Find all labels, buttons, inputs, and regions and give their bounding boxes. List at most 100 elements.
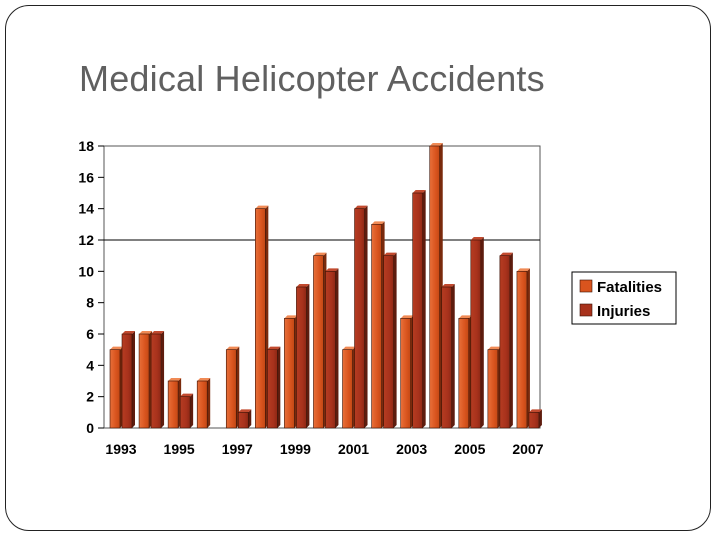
- bar-side: [277, 346, 281, 428]
- slide-title: Medical Helicopter Accidents: [79, 58, 545, 99]
- bar-top: [226, 346, 240, 350]
- bar-side: [509, 252, 513, 428]
- bar-fatalities-1994: [138, 331, 153, 429]
- bar-top: [168, 378, 182, 381]
- bar-side: [538, 409, 542, 428]
- bar-fatalities-2007: [516, 268, 530, 429]
- y-tick-label: 2: [86, 389, 94, 405]
- bar-front: [470, 239, 482, 429]
- bar-side: [335, 268, 339, 428]
- bar-front: [255, 208, 266, 429]
- bars-group: [109, 143, 542, 429]
- bar-side: [236, 346, 240, 428]
- bar-side: [207, 378, 211, 428]
- bar-side: [364, 205, 368, 428]
- bar-top: [313, 252, 327, 256]
- bar-front: [296, 286, 307, 429]
- bar-injuries-1997: [237, 409, 252, 429]
- y-axis-ticks: 0 2 4 6 8 10 12 14 16 18: [78, 138, 104, 436]
- bar-front: [441, 286, 453, 429]
- x-tick-label: 1993: [105, 441, 136, 457]
- bar-side: [422, 190, 426, 428]
- bar-top: [122, 331, 135, 334]
- bar-top: [110, 346, 123, 350]
- bar-side: [190, 393, 194, 428]
- bar-front: [383, 255, 394, 429]
- bar-front: [429, 145, 441, 429]
- bar-front: [284, 318, 295, 429]
- y-tick-label: 18: [78, 138, 94, 154]
- bar-top: [354, 205, 368, 209]
- y-tick-label: 6: [86, 326, 94, 342]
- bar-top: [296, 284, 310, 287]
- bar-front: [167, 380, 179, 429]
- bar-top: [197, 378, 211, 381]
- bar-side: [451, 284, 455, 428]
- bar-side: [132, 331, 135, 428]
- y-tick-label: 0: [86, 420, 94, 436]
- bar-injuries-2002: [383, 252, 397, 429]
- bar-top: [255, 205, 269, 209]
- bar-top: [470, 237, 484, 240]
- y-tick-label: 4: [86, 357, 94, 373]
- y-tick-label: 10: [78, 263, 94, 279]
- bar-top: [516, 268, 530, 272]
- bar-front: [179, 396, 191, 429]
- bar-fatalities-2000: [313, 252, 327, 429]
- bar-side: [248, 409, 252, 428]
- bar-front: [109, 349, 121, 429]
- bar-top: [499, 252, 513, 256]
- bar-injuries-2006: [499, 252, 513, 429]
- bar-fatalities-2001: [342, 346, 356, 429]
- x-axis-ticks: 1993 1995 1997 1999 2001 2003 2005 2007: [105, 441, 543, 457]
- bar-injuries-2004: [441, 284, 455, 429]
- bar-front: [325, 271, 336, 429]
- legend: Fatalities Injuries: [571, 271, 677, 325]
- bar-front: [412, 192, 423, 429]
- bar-fatalities-2003: [400, 315, 414, 429]
- bar-front: [138, 333, 150, 429]
- bar-top: [429, 143, 443, 146]
- bar-injuries-2003: [412, 190, 426, 429]
- legend-label-injuries: Injuries: [597, 303, 650, 320]
- bar-fatalities-2005: [458, 315, 472, 429]
- bar-top: [400, 315, 414, 319]
- legend-label-fatalities: Fatalities: [597, 279, 662, 296]
- bar-front: [354, 208, 365, 429]
- bar-front: [371, 224, 382, 429]
- bar-front: [342, 349, 353, 429]
- bar-top: [151, 331, 165, 334]
- bar-fatalities-1995: [167, 378, 182, 429]
- bar-front: [487, 349, 499, 429]
- bar-side: [480, 237, 484, 428]
- bar-injuries-1999: [296, 284, 310, 429]
- bar-fatalities-1993: [109, 346, 123, 429]
- bar-front: [528, 412, 540, 429]
- bar-fatalities-2002: [371, 221, 385, 429]
- bar-top: [342, 346, 356, 350]
- bar-front: [267, 349, 278, 429]
- y-tick-label: 14: [78, 201, 94, 217]
- x-tick-label: 2001: [338, 441, 369, 457]
- bar-side: [393, 252, 397, 428]
- bar-fatalities-1998: [255, 205, 269, 429]
- bar-top: [528, 409, 542, 413]
- bar-top: [139, 331, 153, 334]
- bar-fatalities-1996: [196, 378, 211, 429]
- bar-top: [180, 393, 194, 397]
- bar-front: [516, 271, 528, 429]
- bar-injuries-1994: [150, 331, 165, 429]
- bar-front: [400, 318, 411, 429]
- bar-top: [383, 252, 397, 256]
- y-tick-label: 16: [78, 169, 94, 185]
- bar-front: [225, 349, 237, 429]
- bar-top: [371, 221, 385, 225]
- bar-injuries-2001: [354, 205, 368, 429]
- bar-top: [487, 346, 501, 350]
- bar-injuries-2005: [470, 237, 484, 429]
- bar-injuries-1998: [267, 346, 281, 429]
- x-tick-label: 1997: [222, 441, 253, 457]
- x-tick-label: 1999: [280, 441, 311, 457]
- bar-fatalities-2006: [487, 346, 501, 429]
